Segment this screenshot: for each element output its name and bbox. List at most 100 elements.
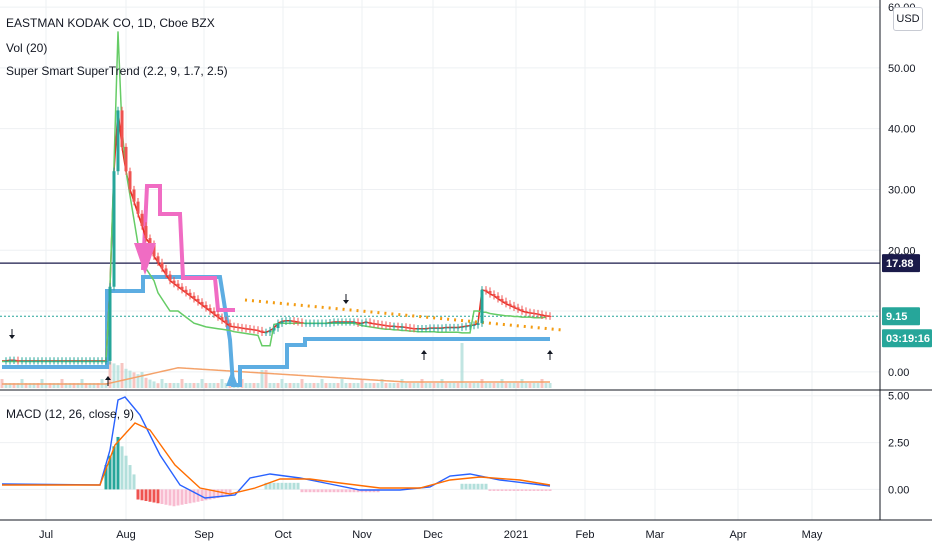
- macd-histogram-bar: [352, 489, 356, 493]
- macd-histogram-bar: [316, 489, 320, 493]
- candle-body: [292, 320, 296, 322]
- volume-bar: [300, 379, 304, 388]
- volume-bar: [376, 383, 380, 388]
- volume-bar: [504, 383, 508, 388]
- macd-histogram-bar: [368, 489, 372, 493]
- candle-body: [244, 328, 248, 330]
- candle-body: [492, 294, 496, 296]
- volume-bar: [120, 363, 124, 388]
- macd-histogram-bar: [216, 489, 220, 499]
- candle-body: [408, 327, 412, 329]
- macd-histogram-bar: [480, 483, 484, 490]
- volume-bar: [64, 383, 68, 388]
- arrow-up-head: [421, 350, 427, 354]
- candle-body: [416, 328, 420, 330]
- macd-histogram-bar: [284, 482, 288, 490]
- candle-body: [104, 360, 108, 362]
- candle-body: [520, 309, 524, 312]
- candle-body: [532, 312, 536, 314]
- candle-body: [332, 321, 336, 323]
- volume-bar: [184, 383, 188, 388]
- candle-body: [48, 360, 52, 362]
- macd-histogram-bar: [188, 489, 192, 504]
- volume-bar: [188, 383, 192, 388]
- currency-button[interactable]: USD: [893, 7, 923, 31]
- legend-title: EASTMAN KODAK CO, 1D, Cboe BZX: [6, 16, 215, 30]
- candle-body: [36, 360, 40, 362]
- volume-bar: [468, 383, 472, 388]
- volume-bar: [216, 383, 220, 388]
- volume-bar: [152, 381, 156, 388]
- candle-body: [368, 321, 372, 324]
- candle-body: [156, 256, 160, 263]
- volume-bar: [412, 383, 416, 388]
- volume-bar: [208, 383, 212, 388]
- candle-body: [160, 262, 164, 269]
- grid: [0, 0, 880, 520]
- candle-body: [44, 360, 48, 362]
- candle-body: [152, 244, 156, 257]
- candle-body: [388, 325, 392, 327]
- macd-histogram-bar: [288, 482, 292, 490]
- volume-bar: [92, 383, 96, 388]
- time-tick-label: Jul: [39, 529, 53, 541]
- candle-body: [312, 323, 316, 325]
- volume-bar: [112, 363, 116, 388]
- macd-histogram-bar: [544, 489, 548, 491]
- price-badge-label: 17.88: [886, 258, 914, 270]
- volume-bar: [52, 383, 56, 388]
- macd-histogram-bar: [532, 489, 536, 491]
- time-tick-label: Aug: [116, 529, 136, 541]
- candle-body: [260, 330, 264, 333]
- macd-histogram-bar: [516, 489, 520, 491]
- time-tick-label: Dec: [423, 529, 443, 541]
- volume-bar: [480, 379, 484, 388]
- candle-body: [88, 360, 92, 362]
- macd-histogram-bar: [468, 483, 472, 490]
- candle-body: [436, 328, 440, 330]
- macd-histogram-bar: [488, 489, 492, 491]
- volume-bar: [264, 370, 268, 388]
- volume-bar: [492, 383, 496, 388]
- volume-bar: [268, 383, 272, 388]
- volume-bar: [340, 379, 344, 388]
- volume-bar: [368, 383, 372, 388]
- candle-body: [176, 283, 180, 287]
- macd-histogram-bar: [120, 446, 124, 490]
- candle-body: [376, 323, 380, 325]
- volume-bar: [76, 383, 80, 388]
- macd-histogram-bar: [472, 483, 476, 490]
- macd-histogram-bar: [148, 489, 152, 502]
- volume-bar: [284, 383, 288, 388]
- volume-bar: [476, 383, 480, 388]
- macd-histogram-bar: [524, 489, 528, 491]
- volume-bar: [12, 383, 16, 388]
- volume-bar: [372, 383, 376, 388]
- volume-bar: [544, 383, 548, 388]
- arrow-up-head: [547, 350, 553, 354]
- volume-bar: [488, 383, 492, 388]
- volume-bar: [364, 383, 368, 388]
- volume-bar: [460, 343, 464, 388]
- candle-body: [232, 326, 236, 328]
- volume-bar: [384, 383, 388, 388]
- volume-bar: [424, 383, 428, 388]
- macd-histogram-bar: [296, 482, 300, 490]
- price-badge: [882, 307, 920, 326]
- macd-histogram-bar: [540, 489, 544, 491]
- price-tick-label: 0.00: [888, 367, 909, 379]
- candle-body: [132, 189, 136, 202]
- candle-body: [528, 312, 532, 314]
- volume-bar: [520, 379, 524, 388]
- candle-body: [64, 360, 68, 362]
- arrow-down-head: [9, 335, 15, 339]
- volume-bar: [420, 379, 424, 388]
- volume-bar: [416, 383, 420, 388]
- candle-body: [236, 326, 240, 328]
- macd-histogram-bar: [132, 474, 136, 490]
- macd-histogram-bar: [520, 489, 524, 491]
- volume-bar: [164, 383, 168, 388]
- candle-body: [164, 268, 168, 275]
- candle-body: [464, 326, 468, 328]
